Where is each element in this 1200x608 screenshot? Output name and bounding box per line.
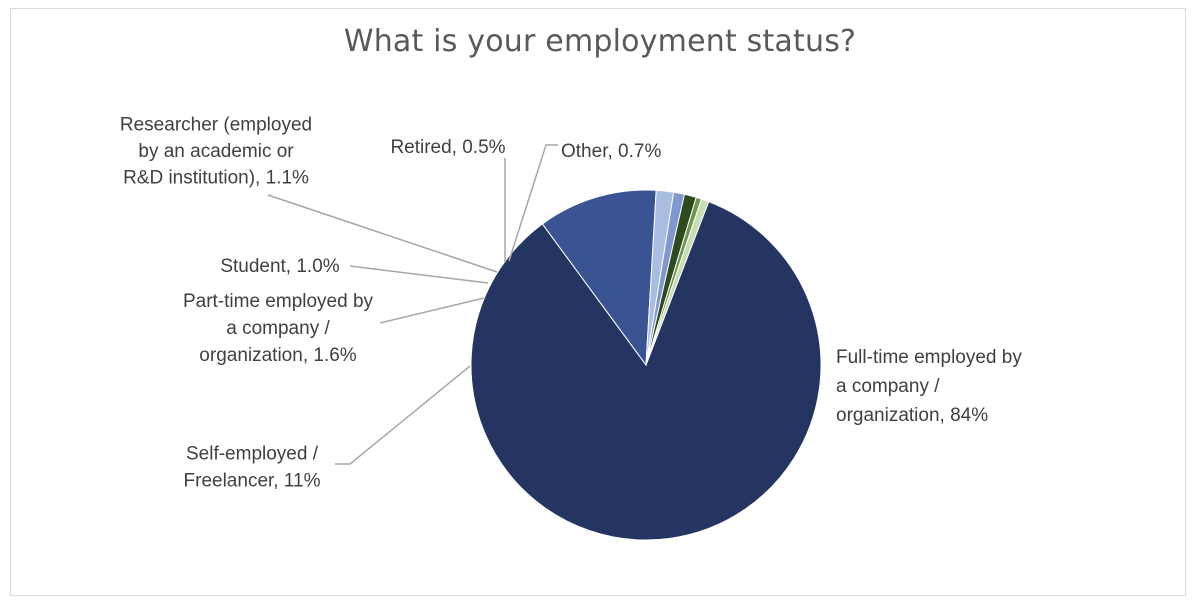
data-label-5: Researcher (employed by an academic or R&D… [120, 115, 312, 189]
data-label-1: Full-time employed by a company / organiza… [836, 347, 1022, 426]
leader-line-7 [508, 144, 558, 262]
pie-slice-7 [645, 198, 710, 366]
data-label-line: Other, 0.7% [561, 141, 661, 162]
data-label-line: Full-time employed by [836, 347, 1022, 368]
data-label-line: R&D institution), 1.1% [123, 168, 309, 189]
data-label-line: organization, 1.6% [199, 345, 356, 366]
data-label-6: Retired, 0.5% [390, 137, 505, 158]
data-label-7: Other, 0.7% [561, 141, 661, 162]
pie-slice-1 [470, 200, 822, 541]
data-label-line: Researcher (employed [120, 115, 312, 136]
leader-line-4 [349, 265, 489, 284]
data-label-2: Self-employed / Freelancer, 11% [184, 444, 321, 492]
data-label-4: Student, 1.0% [220, 256, 339, 277]
leader-line-3 [379, 297, 485, 324]
data-label-line: a company / [836, 376, 940, 397]
pie-slice-2 [541, 189, 657, 367]
data-label-line: organization, 84% [836, 405, 988, 426]
chart-title: What is your employment status? [343, 24, 857, 59]
data-label-line: Retired, 0.5% [390, 137, 505, 158]
leader-line-5 [267, 194, 498, 273]
leader-line-2 [335, 365, 471, 465]
data-label-line: by an academic or [138, 141, 294, 162]
data-label-line: Student, 1.0% [220, 256, 339, 277]
data-label-3: Part-time employed by a company / organiza… [183, 291, 374, 366]
data-label-line: Self-employed / [186, 444, 319, 465]
data-label-line: Freelancer, 11% [184, 471, 321, 492]
data-label-line: a company / [226, 318, 330, 339]
data-label-line: Part-time employed by [183, 291, 374, 312]
